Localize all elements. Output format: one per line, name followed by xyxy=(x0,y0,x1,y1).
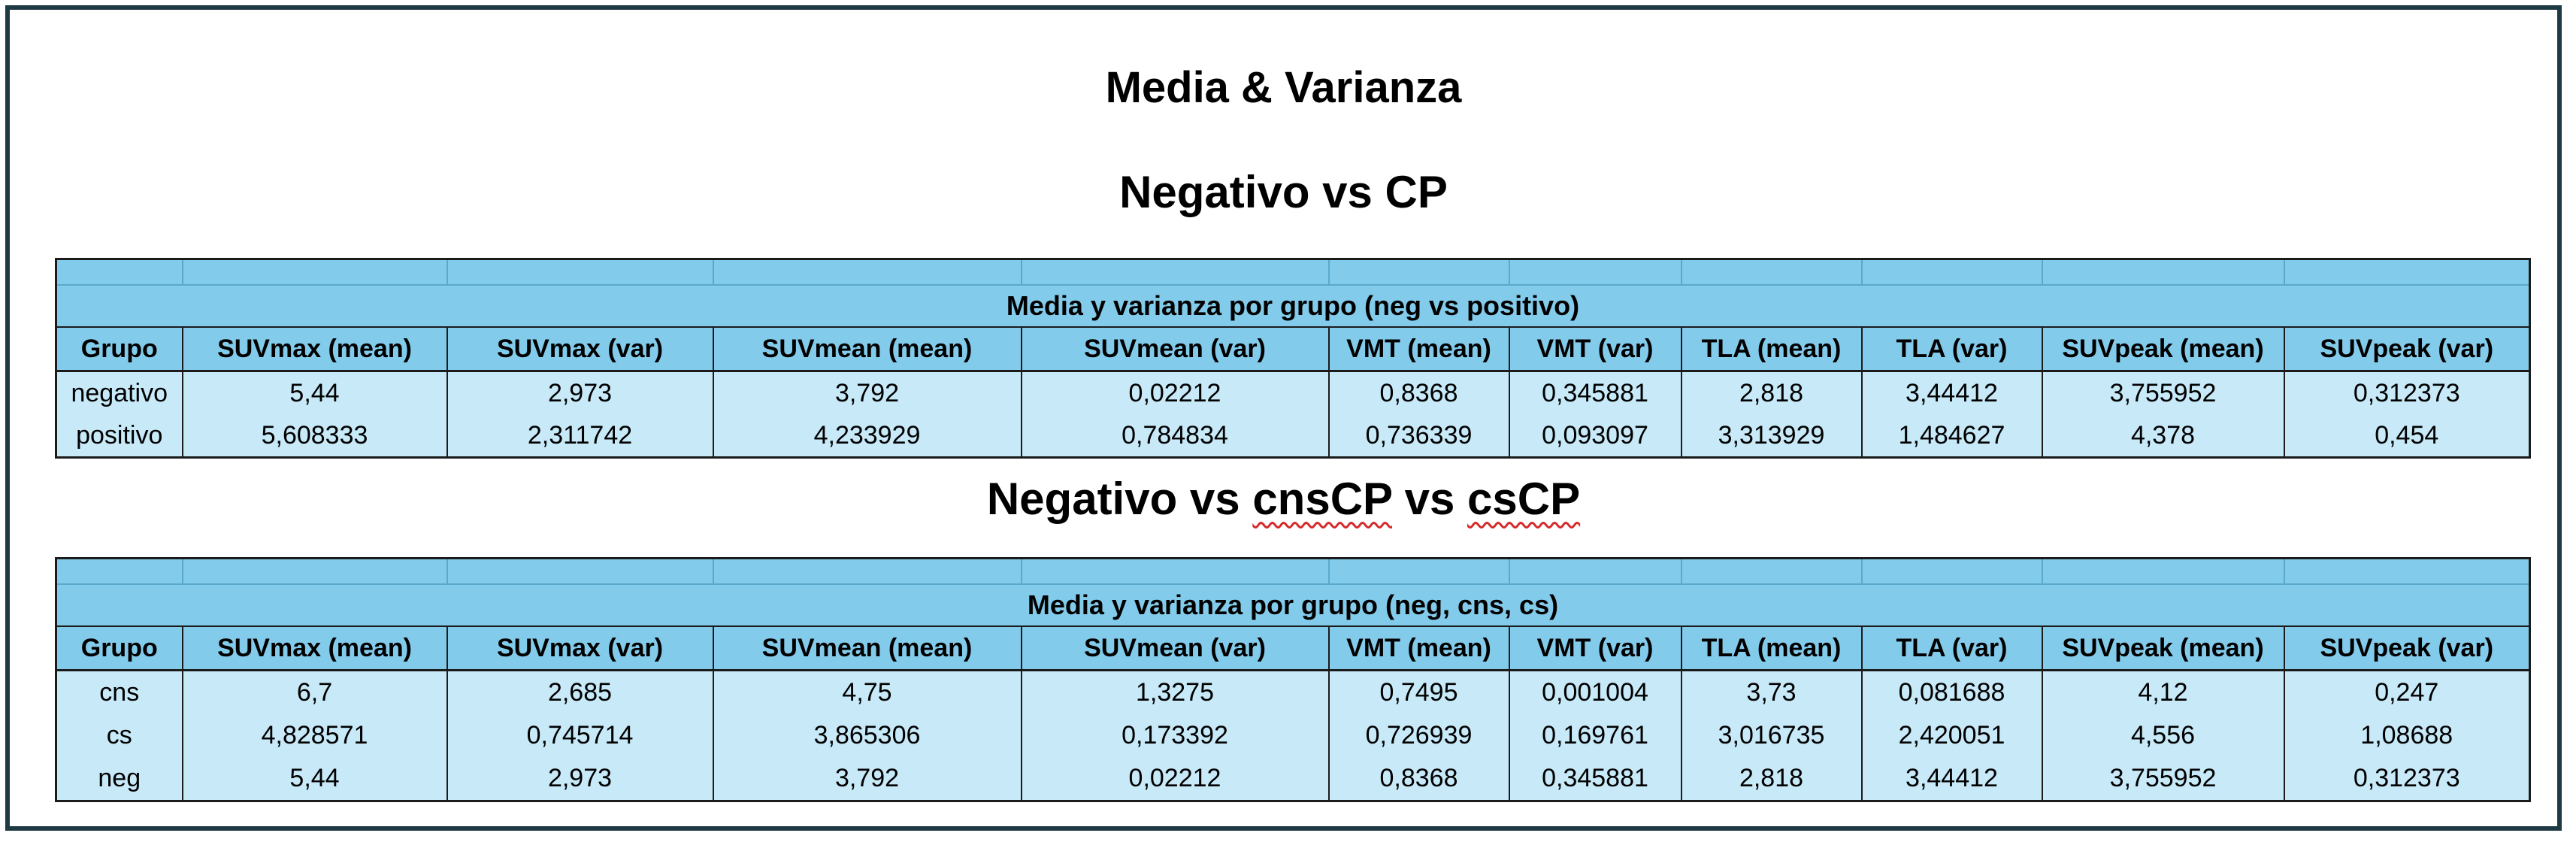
table-cell: 0,169761 xyxy=(1508,714,1682,757)
table-cell: 0,726939 xyxy=(1327,714,1510,757)
table-cell: 0,173392 xyxy=(1020,714,1330,757)
table-cell: 4,828571 xyxy=(181,714,448,757)
table-neg-vs-positivo: Media y varianza por grupo (neg vs posit… xyxy=(55,258,2531,459)
table-cell: 2,818 xyxy=(1680,757,1863,801)
table-cell: 0,454 xyxy=(2283,414,2531,458)
table-cell: 2,973 xyxy=(446,757,714,801)
column-header: VMT (var) xyxy=(1508,327,1682,372)
table-cell: 0,247 xyxy=(2283,670,2531,714)
heading-text: Negativo vs xyxy=(986,474,1253,524)
table-cell: 3,016735 xyxy=(1680,714,1863,757)
heading-text: vs xyxy=(1391,474,1468,524)
table-top-band xyxy=(55,259,2530,285)
table-cell: 6,7 xyxy=(181,670,448,714)
column-header: SUVmean (var) xyxy=(1020,327,1330,372)
column-header: SUVmean (mean) xyxy=(712,626,1022,671)
table-row: cns 6,7 2,685 4,75 1,3275 0,7495 0,00100… xyxy=(55,670,2531,714)
table-cell: 5,608333 xyxy=(181,414,448,458)
table-row: negativo 5,44 2,973 3,792 0,02212 0,8368… xyxy=(55,371,2531,414)
table-cell: 2,311742 xyxy=(446,414,714,458)
table-cell: 2,818 xyxy=(1680,371,1863,414)
column-header: VMT (mean) xyxy=(1327,626,1510,671)
column-header: SUVpeak (mean) xyxy=(2041,327,2285,372)
table-cell: cns xyxy=(55,670,183,714)
table-cell: 4,378 xyxy=(2041,414,2285,458)
table-cell: 1,08688 xyxy=(2283,714,2531,757)
table-header-row: Grupo SUVmax (mean) SUVmax (var) SUVmean… xyxy=(55,327,2531,372)
column-header: SUVpeak (mean) xyxy=(2041,626,2285,671)
table-cell: 0,02212 xyxy=(1020,757,1330,801)
table-cell: 0,345881 xyxy=(1508,757,1682,801)
table-cell: 0,7495 xyxy=(1327,670,1510,714)
table-row: positivo 5,608333 2,311742 4,233929 0,78… xyxy=(55,414,2531,458)
table-cell: 3,755952 xyxy=(2041,757,2285,801)
column-header: TLA (var) xyxy=(1860,327,2043,372)
section-heading-neg-vs-cnscp-vs-cscp: Negativo vs cnsCP vs csCP xyxy=(10,473,2557,525)
table-cell: 0,312373 xyxy=(2283,371,2531,414)
table-cell: 0,312373 xyxy=(2283,757,2531,801)
table-cell: 4,12 xyxy=(2041,670,2285,714)
table-caption: Media y varianza por grupo (neg vs posit… xyxy=(55,284,2531,328)
table-cell: 0,093097 xyxy=(1508,414,1682,458)
column-header: Grupo xyxy=(55,626,183,671)
table-cell: 5,44 xyxy=(181,371,448,414)
table-row: cs 4,828571 0,745714 3,865306 0,173392 0… xyxy=(55,714,2531,757)
column-header: SUVmax (var) xyxy=(446,626,714,671)
table-cell: 2,685 xyxy=(446,670,714,714)
column-header: SUVmax (mean) xyxy=(181,327,448,372)
table-cell: 0,001004 xyxy=(1508,670,1682,714)
table-cell: 0,081688 xyxy=(1860,670,2043,714)
column-header: TLA (var) xyxy=(1860,626,2043,671)
table-cell: positivo xyxy=(55,414,183,458)
table-cell: 3,755952 xyxy=(2041,371,2285,414)
page-title: Media & Varianza xyxy=(1105,63,1462,112)
table-cell: cs xyxy=(55,714,183,757)
table-cell: 0,745714 xyxy=(446,714,714,757)
table-caption: Media y varianza por grupo (neg, cns, cs… xyxy=(55,583,2531,627)
column-header: SUVmean (mean) xyxy=(712,327,1022,372)
table-cell: 4,75 xyxy=(712,670,1022,714)
table-cell: 1,484627 xyxy=(1860,414,2043,458)
table-neg-cns-cs: Media y varianza por grupo (neg, cns, cs… xyxy=(55,557,2531,802)
table-cell: 3,44412 xyxy=(1860,371,2043,414)
column-header: SUVmax (mean) xyxy=(181,626,448,671)
table-row: neg 5,44 2,973 3,792 0,02212 0,8368 0,34… xyxy=(55,757,2531,801)
table-cell: 1,3275 xyxy=(1020,670,1330,714)
column-header: SUVpeak (var) xyxy=(2283,626,2531,671)
table-cell: 2,973 xyxy=(446,371,714,414)
table-cell: 0,784834 xyxy=(1020,414,1330,458)
table-cell: 0,8368 xyxy=(1327,757,1510,801)
column-header: TLA (mean) xyxy=(1680,327,1863,372)
table-cell: 3,792 xyxy=(712,757,1022,801)
table-cell: 2,420051 xyxy=(1860,714,2043,757)
column-header: SUVmean (var) xyxy=(1020,626,1330,671)
table-top-band xyxy=(55,558,2530,584)
table-cell: 3,792 xyxy=(712,371,1022,414)
table-cell: 0,345881 xyxy=(1508,371,1682,414)
column-header: Grupo xyxy=(55,327,183,372)
table-cell: 0,8368 xyxy=(1327,371,1510,414)
table-header-row: Grupo SUVmax (mean) SUVmax (var) SUVmean… xyxy=(55,626,2531,671)
table-cell: negativo xyxy=(55,371,183,414)
heading-spellcheck-word: csCP xyxy=(1467,474,1581,524)
table-cell: neg xyxy=(55,757,183,801)
document-frame: Media & Varianza Negativo vs CP Media y … xyxy=(5,5,2562,831)
heading-spellcheck-word: cnsCP xyxy=(1252,474,1392,524)
table-cell: 4,556 xyxy=(2041,714,2285,757)
column-header: VMT (var) xyxy=(1508,626,1682,671)
table-cell: 0,736339 xyxy=(1327,414,1510,458)
table-cell: 3,44412 xyxy=(1860,757,2043,801)
table-cell: 3,313929 xyxy=(1680,414,1863,458)
table-cell: 3,865306 xyxy=(712,714,1022,757)
column-header: SUVmax (var) xyxy=(446,327,714,372)
table-cell: 4,233929 xyxy=(712,414,1022,458)
column-header: TLA (mean) xyxy=(1680,626,1863,671)
column-header: VMT (mean) xyxy=(1327,327,1510,372)
table-cell: 0,02212 xyxy=(1020,371,1330,414)
section-heading-neg-vs-cp: Negativo vs CP xyxy=(1119,167,1448,217)
table-cell: 3,73 xyxy=(1680,670,1863,714)
table-cell: 5,44 xyxy=(181,757,448,801)
column-header: SUVpeak (var) xyxy=(2283,327,2531,372)
